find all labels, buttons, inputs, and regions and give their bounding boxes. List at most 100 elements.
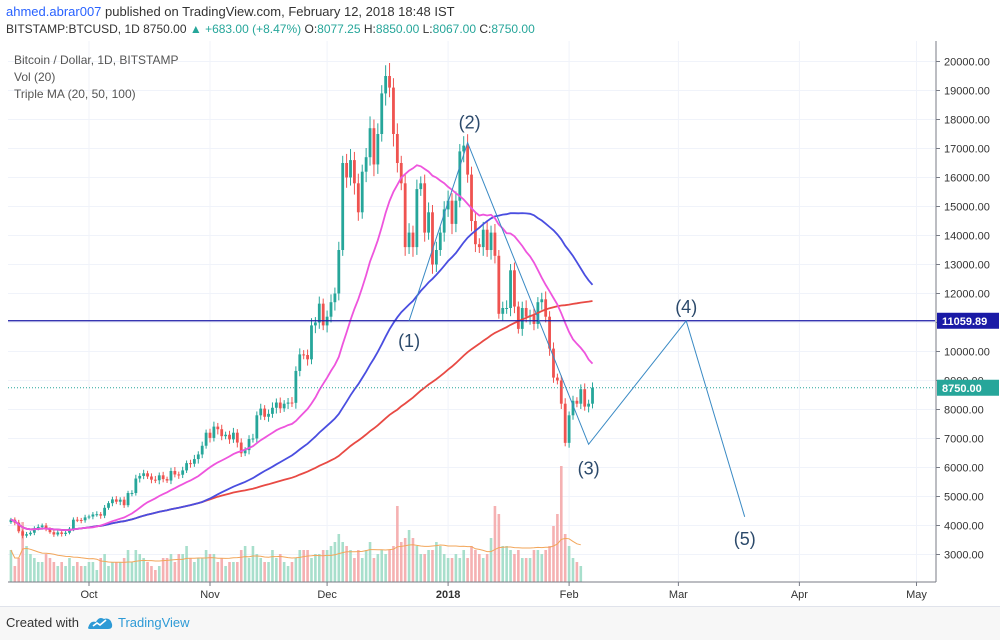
volume-bar <box>95 570 99 582</box>
candle-body <box>111 499 114 504</box>
candle <box>204 429 208 449</box>
candle-body <box>317 303 321 323</box>
volume-bar <box>130 562 134 582</box>
candle-body <box>423 183 427 233</box>
candle-body <box>173 470 177 475</box>
candle-body <box>286 402 290 404</box>
volume-bar <box>423 554 426 582</box>
volume-bar <box>446 558 450 582</box>
volume-bar <box>239 550 243 582</box>
volume-bar <box>189 558 192 582</box>
candle <box>544 291 548 323</box>
volume-bar <box>548 546 551 582</box>
candle <box>310 318 313 365</box>
ma20-line <box>10 164 594 532</box>
candle-body <box>255 415 259 439</box>
candle <box>103 505 107 519</box>
candle-body <box>157 475 161 481</box>
candle <box>349 149 352 186</box>
volume-bar <box>36 562 40 582</box>
volume-bar <box>501 546 505 582</box>
candle <box>505 300 509 314</box>
candle-body <box>415 189 419 248</box>
close-label: C: <box>479 22 492 36</box>
candle <box>177 471 181 479</box>
candle <box>481 221 485 256</box>
price-tick-label: 10000.00 <box>944 347 990 359</box>
author-link[interactable]: ahmed.abrar007 <box>6 4 102 19</box>
volume-bar <box>91 562 95 582</box>
candle-body <box>228 434 231 440</box>
plot-area <box>8 41 935 582</box>
tradingview-brand[interactable]: TradingView <box>118 615 190 630</box>
candle-body <box>29 532 32 535</box>
candle-body <box>192 459 196 464</box>
candle <box>251 433 255 443</box>
volume-bar <box>134 550 138 582</box>
candle-body <box>267 413 270 417</box>
volume-bar <box>83 566 87 582</box>
candle <box>255 411 259 444</box>
candle <box>306 349 309 366</box>
candle-body <box>56 532 60 535</box>
candle <box>329 294 333 323</box>
volume-bar <box>157 566 161 582</box>
price-tick-label: 4000.00 <box>944 521 984 533</box>
candle <box>17 519 21 534</box>
volume-bar <box>286 566 290 582</box>
volume-bar <box>212 554 216 582</box>
candle <box>368 116 372 166</box>
candle-body <box>130 493 134 495</box>
candle-body <box>583 389 587 407</box>
candle <box>388 62 391 98</box>
candle <box>107 501 110 510</box>
volume-bar <box>489 538 493 582</box>
candle <box>189 459 192 468</box>
price-tick-label: 12000.00 <box>944 289 990 301</box>
open-value: 8077.25 <box>317 22 361 36</box>
legend-volume: Vol (20) <box>14 70 56 84</box>
wave-path <box>408 141 746 517</box>
volume-bars <box>9 466 583 582</box>
volume-bar <box>154 570 157 582</box>
candle-body <box>200 445 204 455</box>
volume-bar <box>236 562 239 582</box>
publish-line: ahmed.abrar007 published on TradingView.… <box>6 4 455 19</box>
volume-bar <box>185 546 188 582</box>
candle <box>462 136 466 163</box>
tradingview-logo-icon[interactable] <box>86 614 114 637</box>
candle <box>259 403 263 420</box>
volume-bar <box>478 554 481 582</box>
candle-body <box>278 402 282 409</box>
candle-body <box>438 232 442 250</box>
candle <box>216 422 220 435</box>
candle-body <box>501 308 505 314</box>
candle <box>403 174 407 256</box>
price-tick-label: 14000.00 <box>944 231 990 243</box>
candle-body <box>107 503 110 508</box>
volume-bar <box>115 562 118 582</box>
candle-body <box>83 517 87 521</box>
volume-bar <box>298 550 302 582</box>
volume-bar <box>470 546 473 582</box>
price-chart[interactable]: (1) (2) (3) (4) (5) 20000.00 19000.00 18000.00 1… <box>0 0 1000 606</box>
volume-bar <box>247 558 251 582</box>
volume-bar <box>552 526 555 582</box>
volume-bar <box>466 558 469 582</box>
candle <box>142 469 146 480</box>
candle-body <box>153 479 157 481</box>
candle-body <box>349 160 352 178</box>
candle-body <box>177 474 181 476</box>
volume-bar <box>33 558 36 582</box>
candle <box>555 373 559 385</box>
candle-body <box>434 250 438 265</box>
volume-bar <box>302 550 305 582</box>
volume-bar <box>509 550 512 582</box>
volume-bar <box>146 562 149 582</box>
volume-bar <box>216 562 220 582</box>
volume-bar <box>419 554 423 582</box>
candle <box>442 201 446 242</box>
volume-bar <box>333 542 337 582</box>
open-label: O: <box>304 22 318 36</box>
candle-body <box>372 128 376 165</box>
